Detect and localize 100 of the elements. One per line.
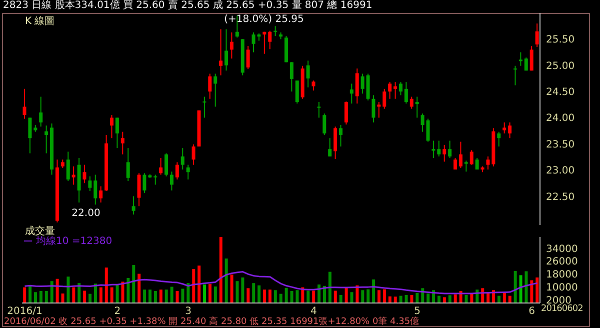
bar [154, 291, 157, 303]
candlestick [99, 186, 103, 203]
y-tick-label: 24.00 [546, 113, 575, 124]
candlestick [208, 73, 212, 100]
bar [159, 290, 162, 303]
bar [148, 290, 152, 303]
candlestick [535, 22, 539, 48]
bar [366, 289, 370, 303]
bar [164, 290, 168, 303]
candlestick [388, 82, 392, 100]
bar [132, 265, 136, 303]
bar [312, 290, 316, 303]
y-tick-label: 22.50 [546, 192, 575, 203]
x-tick-label: 2016/1 [7, 306, 42, 318]
bar [274, 290, 277, 303]
bar [263, 290, 266, 303]
text: 20160602 [541, 304, 584, 315]
bar [246, 288, 250, 303]
candlestick [404, 82, 408, 104]
bar [524, 271, 528, 303]
candlestick [448, 140, 452, 158]
candlestick [398, 82, 402, 96]
bar [344, 288, 348, 303]
bar [514, 270, 517, 303]
candlestick [120, 131, 124, 155]
bar [508, 296, 512, 303]
candlestick [394, 82, 398, 100]
bar [486, 292, 490, 303]
bar [502, 292, 506, 303]
candlestick [186, 164, 190, 180]
annotation: 22.00 [72, 208, 100, 219]
y-tick-label: 23.00 [546, 166, 575, 177]
candlestick [82, 164, 86, 184]
candlestick [513, 65, 517, 86]
candlestick [44, 125, 48, 154]
bar [334, 290, 337, 303]
bar [50, 281, 54, 303]
bar [382, 289, 386, 303]
x-tick-label: 6 [528, 306, 536, 318]
candlestick [339, 124, 343, 147]
candlestick [110, 114, 114, 139]
bar [94, 284, 97, 303]
candlestick [470, 150, 474, 166]
candlestick [382, 88, 386, 110]
candlestick [497, 131, 501, 147]
candlestick [437, 140, 441, 157]
candlestick [219, 28, 223, 76]
bar [66, 276, 70, 303]
bar [464, 294, 468, 303]
x-tick-label: 4 [310, 306, 317, 318]
bar [181, 288, 184, 303]
candlestick [214, 73, 218, 108]
line-series [24, 271, 538, 294]
candlestick [502, 122, 506, 134]
candlestick [464, 160, 468, 172]
candlestick [180, 148, 184, 170]
bar [306, 290, 310, 303]
y-tick-label: 10000 [546, 282, 578, 294]
candlestick [22, 88, 26, 120]
candlestick [518, 52, 522, 66]
bar [268, 290, 272, 303]
candlestick [268, 30, 272, 50]
bar [104, 268, 108, 303]
bar [110, 287, 114, 303]
candlestick [192, 144, 196, 166]
bar [34, 292, 37, 303]
y-tick-label: 25.00 [546, 60, 575, 72]
candlestick [159, 158, 163, 176]
candlestick [126, 148, 130, 182]
x-tick-label: 2 [114, 306, 121, 318]
bar [219, 237, 222, 303]
candlestick [224, 28, 228, 72]
candlestick [154, 174, 158, 186]
bar [126, 278, 130, 303]
candlestick [94, 174, 98, 206]
candlestick [442, 144, 446, 162]
candlestick [530, 45, 534, 72]
bar [61, 294, 64, 303]
bar [454, 294, 457, 303]
bar [214, 286, 217, 303]
bar [339, 294, 342, 303]
bar [121, 282, 124, 303]
bar [394, 296, 397, 303]
bar [404, 294, 408, 303]
candlestick [334, 126, 338, 160]
bar [208, 284, 212, 303]
candlestick [39, 96, 43, 128]
bar [143, 290, 146, 303]
bar [290, 291, 294, 303]
bar [186, 283, 190, 303]
bar [78, 283, 81, 303]
candlestick [72, 166, 76, 186]
y-tick-label: 34000 [546, 244, 578, 255]
bar [284, 288, 288, 303]
bar [388, 296, 392, 303]
bar [176, 291, 179, 303]
bar [203, 284, 206, 303]
bar [296, 290, 299, 303]
bar [138, 274, 141, 303]
bar [361, 290, 364, 303]
